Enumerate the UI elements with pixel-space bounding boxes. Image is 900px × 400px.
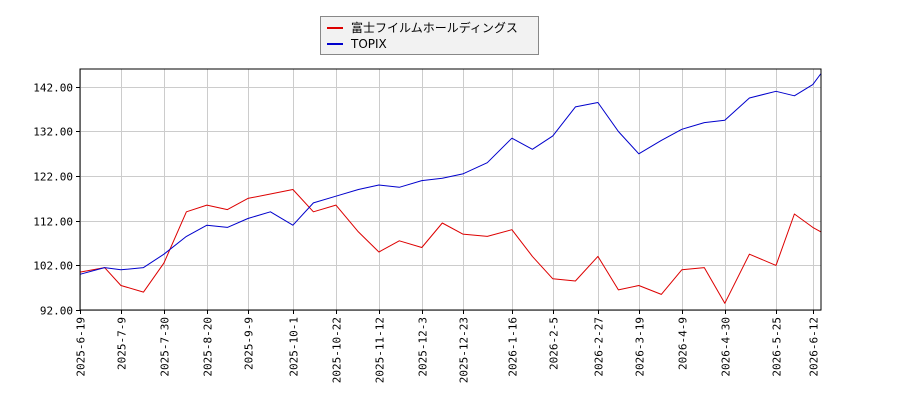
x-tick-label: 2026-2-27 — [593, 317, 606, 377]
x-tick-label: 2025-12-3 — [417, 317, 430, 377]
x-axis-ticks: 2025-6-19 2025-7-9 2025-7-30 2025-8-20 2025-… — [75, 310, 821, 383]
y-tick-label: 142.00 — [33, 82, 73, 95]
x-tick-label: 2025-11-12 — [374, 317, 387, 383]
x-tick-label: 2026-1-16 — [507, 317, 520, 377]
x-tick-label: 2026-5-25 — [771, 317, 784, 377]
legend-item-series-1: 富士フイルムホールディングス — [327, 20, 518, 36]
gridlines — [80, 69, 821, 311]
x-tick-label: 2026-3-19 — [634, 317, 647, 377]
x-tick-label: 2025-10-22 — [331, 317, 344, 383]
x-tick-label: 2025-10-1 — [288, 317, 301, 377]
x-tick-label: 2025-6-19 — [75, 317, 88, 377]
legend-swatch-series-2 — [327, 43, 343, 45]
y-tick-label: 102.00 — [33, 260, 73, 273]
x-tick-label: 2025-12-23 — [458, 317, 471, 383]
x-tick-label: 2025-7-9 — [116, 317, 129, 370]
y-tick-label: 122.00 — [33, 171, 73, 184]
x-tick-label: 2026-2-5 — [548, 317, 561, 370]
y-axis-ticks: 92.00 102.00 112.00 122.00 132.00 142.00 — [33, 82, 80, 318]
legend-label-series-2: TOPIX — [351, 37, 387, 51]
x-tick-label: 2025-9-9 — [243, 317, 256, 370]
x-tick-label: 2026-4-30 — [720, 317, 733, 377]
x-tick-label: 2026-6-12 — [808, 317, 821, 377]
x-tick-label: 2025-8-20 — [202, 317, 215, 377]
legend-item-series-2: TOPIX — [327, 36, 387, 52]
series-lines — [79, 73, 822, 304]
legend-swatch-series-1 — [327, 27, 343, 29]
series-line-1 — [79, 189, 822, 304]
x-tick-label: 2026-4-9 — [677, 317, 690, 370]
x-tick-label: 2025-7-30 — [159, 317, 172, 377]
legend-label-series-1: 富士フイルムホールディングス — [351, 21, 518, 35]
y-tick-label: 92.00 — [40, 305, 73, 318]
y-tick-label: 112.00 — [33, 216, 73, 229]
series-line-2 — [79, 73, 822, 275]
y-tick-label: 132.00 — [33, 126, 73, 139]
legend: 富士フイルムホールディングス TOPIX — [320, 16, 539, 55]
plot-frame — [79, 68, 822, 311]
